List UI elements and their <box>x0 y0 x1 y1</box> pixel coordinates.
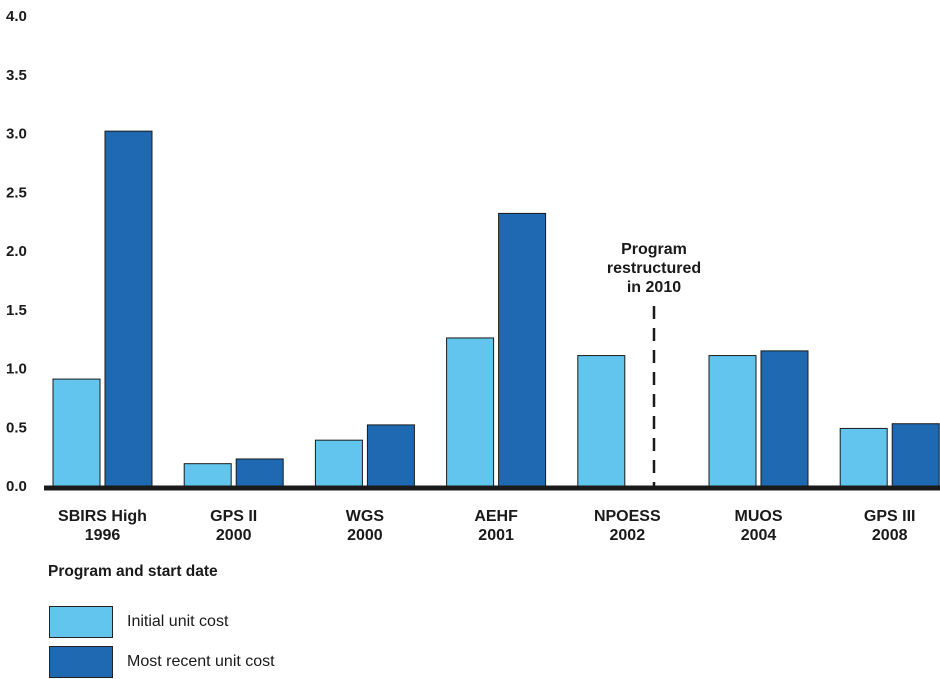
bars <box>52 130 940 487</box>
annotation-text-line: in 2010 <box>627 279 681 296</box>
legend-swatch-recent <box>49 646 113 678</box>
y-tick-label: 3.5 <box>6 67 27 84</box>
category-name-label: WGS <box>346 508 385 525</box>
y-tick-label: 0.5 <box>6 419 27 436</box>
category-year-label: 2004 <box>741 527 777 544</box>
bar-initial-npoess <box>577 355 626 487</box>
y-axis-ticks: 0.0 0.5 1.0 1.5 2.0 2.5 3.0 3.5 4.0 <box>6 8 27 495</box>
bar-initial-aehf <box>446 337 495 487</box>
bar-initial-gps-iii <box>839 427 888 487</box>
category-name-label: MUOS <box>735 508 783 525</box>
bar-initial-gps-ii <box>183 463 232 487</box>
bar-initial-sbirs-high <box>52 378 101 487</box>
category-year-label: 2008 <box>872 527 908 544</box>
annotation-text-line: restructured <box>607 260 701 277</box>
y-tick-label: 0.0 <box>6 478 27 495</box>
legend-item-recent: Most recent unit cost <box>49 645 275 679</box>
y-tick-label: 3.0 <box>6 126 27 143</box>
y-tick-label: 4.0 <box>6 8 27 25</box>
category-year-label: 2000 <box>347 527 383 544</box>
y-tick-label: 2.0 <box>6 243 27 260</box>
legend-swatch-initial <box>49 606 113 638</box>
bar-recent-gps-iii <box>891 423 940 487</box>
legend-label-recent: Most recent unit cost <box>127 653 275 670</box>
annotation-text-line: Program <box>621 241 687 258</box>
category-name-label: AEHF <box>474 508 518 525</box>
category-name-label: NPOESS <box>594 508 661 525</box>
category-year-label: 2000 <box>216 527 252 544</box>
y-tick-label: 2.5 <box>6 184 27 201</box>
bar-initial-muos <box>708 355 757 487</box>
bar-chart: 0.0 0.5 1.0 1.5 2.0 2.5 3.0 3.5 4.0 SBIRS High 19… <box>6 8 940 544</box>
legend-item-initial: Initial unit cost <box>49 605 228 639</box>
bar-recent-aehf <box>498 212 547 487</box>
restructure-annotation: Program restructured in 2010 <box>607 241 701 486</box>
bar-recent-muos <box>760 350 809 487</box>
category-year-label: 2002 <box>610 527 646 544</box>
x-axis-category-labels: SBIRS High 1996 GPS II 2000 WGS 2000 AEHF 2001 N… <box>58 508 915 544</box>
y-tick-label: 1.0 <box>6 361 27 378</box>
category-name-label: SBIRS High <box>58 508 147 525</box>
category-name-label: GPS III <box>864 508 916 525</box>
bar-recent-wgs <box>366 424 415 487</box>
legend-label-initial: Initial unit cost <box>127 613 229 630</box>
category-year-label: 2001 <box>478 527 514 544</box>
x-axis-title: Program and start date <box>48 563 218 580</box>
bar-recent-gps-ii <box>235 458 284 487</box>
y-tick-label: 1.5 <box>6 302 27 319</box>
bar-recent-sbirs-high <box>104 130 153 487</box>
category-name-label: GPS II <box>210 508 257 525</box>
bar-initial-wgs <box>314 439 363 487</box>
category-year-label: 1996 <box>85 527 121 544</box>
